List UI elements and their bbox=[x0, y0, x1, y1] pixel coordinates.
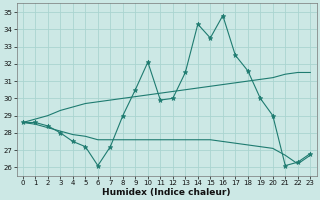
X-axis label: Humidex (Indice chaleur): Humidex (Indice chaleur) bbox=[102, 188, 231, 197]
